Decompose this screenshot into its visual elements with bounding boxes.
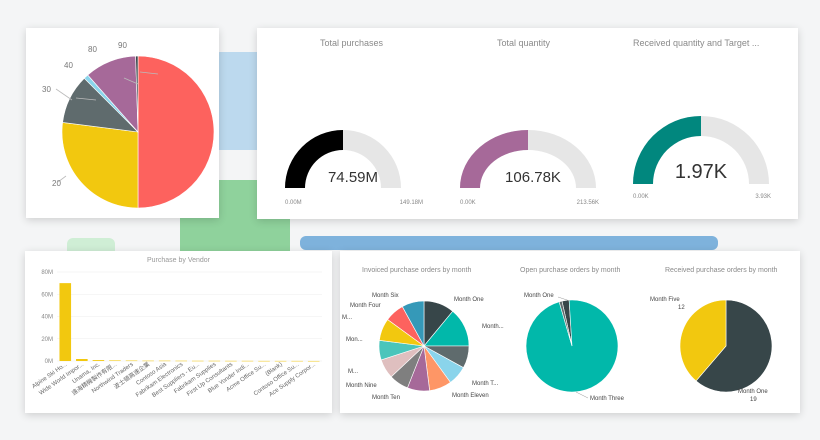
invoiced-label-month-t: Month T... <box>472 381 499 387</box>
vendor-y-tick: 80M <box>41 270 53 276</box>
vendor-bar[interactable] <box>191 360 204 362</box>
invoiced-pie <box>378 300 470 392</box>
gauge-3-min: 0.00K <box>633 194 649 200</box>
received-pie <box>679 299 773 393</box>
vendor-y-tick: 40M <box>41 315 53 321</box>
gauges-card[interactable]: Total purchases Total quantity Received … <box>257 28 798 219</box>
vendor-bar[interactable] <box>307 360 320 362</box>
invoiced-label-month-nine: Month Nine <box>346 383 377 389</box>
pie-label-80: 80 <box>88 45 97 54</box>
pie-top-slice[interactable] <box>137 55 215 209</box>
invoiced-label-month-four: Month Four <box>350 303 381 309</box>
vendor-bar[interactable] <box>142 360 154 362</box>
orders-pies-card[interactable]: Invoiced purchase orders by month Open p… <box>340 251 800 413</box>
received-label-month-one: Month One <box>738 389 768 395</box>
invoiced-pie-title: Invoiced purchase orders by month <box>362 267 472 274</box>
invoiced-label-mon: Mon... <box>346 337 363 343</box>
open-label-month-one: Month One <box>524 293 554 299</box>
pie-chart-top: 90 80 40 30 20 <box>42 41 215 209</box>
gauge-1-fill <box>285 130 343 188</box>
invoiced-label-month-2: Month... <box>482 324 504 330</box>
open-label-month-three: Month Three <box>590 396 625 402</box>
gauge-3-value: 1.97K <box>675 161 728 183</box>
gauge-received-quantity: 1.97K 0.00K 3.93K <box>633 116 771 200</box>
received-label-month-five: Month Five <box>650 297 680 303</box>
invoiced-label-month-eleven: Month Eleven <box>452 393 489 399</box>
vendor-bar[interactable] <box>175 360 188 362</box>
pie-top-slice[interactable] <box>135 55 139 133</box>
received-value-month-one: 19 <box>750 397 757 403</box>
pie-label-90: 90 <box>118 41 127 50</box>
gauge-1-max: 149.18M <box>400 200 423 206</box>
orders-pies-svg: Month One Month... Month T... Month Elev… <box>342 293 773 403</box>
gauge-3-fill <box>633 116 701 184</box>
invoiced-label-m-1: M... <box>348 369 358 375</box>
received-pie-slice[interactable] <box>679 299 727 382</box>
vendor-bar[interactable] <box>241 360 254 362</box>
pie-top-slice[interactable] <box>61 122 139 209</box>
pie-chart-card[interactable]: 90 80 40 30 20 <box>26 28 219 218</box>
gauge-3-max: 3.93K <box>755 194 771 200</box>
gauge-1-title: Total purchases <box>320 38 384 48</box>
vendor-y-tick: 60M <box>41 292 53 298</box>
gauge-1-min: 0.00M <box>285 200 302 206</box>
vendor-bar[interactable] <box>291 360 303 362</box>
open-pie-slice[interactable] <box>558 300 573 347</box>
received-pie-slice[interactable] <box>695 299 773 393</box>
vendor-bar[interactable] <box>208 360 221 362</box>
gauge-2-fill <box>460 130 528 188</box>
vendor-chart-title: Purchase by Vendor <box>146 257 211 264</box>
received-pie-title: Received purchase orders by month <box>665 267 778 274</box>
pie-label-40: 40 <box>64 61 73 70</box>
pie-label-20: 20 <box>52 179 61 188</box>
gauges-svg: 74.59M 0.00M 149.18M 106.78K 0.00K 213.5… <box>285 116 771 206</box>
vendor-bar[interactable] <box>76 359 88 361</box>
vendor-bar[interactable] <box>258 360 270 362</box>
background-tile-blue <box>214 52 264 150</box>
open-pie-title: Open purchase orders by month <box>520 267 621 274</box>
gauge-2-value: 106.78K <box>505 169 561 186</box>
vendor-y-tick: 20M <box>41 337 53 343</box>
vendor-bar[interactable] <box>92 360 105 361</box>
invoiced-pie-slice[interactable] <box>401 300 425 347</box>
vendor-bar-chart-card[interactable]: Purchase by Vendor 0M 20M 40M 60M 80M Alpine … <box>25 251 332 413</box>
gauge-3-title: Received quantity and Target ... <box>633 38 760 48</box>
open-pie <box>525 299 619 393</box>
vendor-bar[interactable] <box>125 360 138 362</box>
vendor-bar[interactable] <box>225 360 237 362</box>
gauge-2-max: 213.56K <box>577 200 599 206</box>
gauge-total-quantity: 106.78K 0.00K 213.56K <box>460 130 599 206</box>
received-pie-labels: Month Five 12 Month One 19 <box>650 297 768 403</box>
gauge-2-title: Total quantity <box>497 38 551 48</box>
invoiced-pie-labels: Month One Month... Month T... Month Elev… <box>342 293 504 401</box>
vendor-y-tick: 0M <box>45 359 53 365</box>
vendor-bar[interactable] <box>59 283 72 362</box>
open-pie-labels: Month One Month Three <box>524 293 625 402</box>
gauge-1-value: 74.59M <box>328 169 378 186</box>
gauge-2-min: 0.00K <box>460 200 476 206</box>
vendor-bar[interactable] <box>274 360 287 362</box>
invoiced-label-month-one: Month One <box>454 297 484 303</box>
invoiced-label-month-ten: Month Ten <box>372 395 400 401</box>
vendor-bar[interactable] <box>109 360 121 361</box>
background-bar-blue <box>300 236 718 250</box>
invoiced-label-month-six: Month Six <box>372 293 399 299</box>
invoiced-label-m-2: M... <box>342 315 352 321</box>
vendor-bar[interactable] <box>158 360 171 362</box>
gauge-total-purchases: 74.59M 0.00M 149.18M <box>285 130 423 206</box>
pie-label-30: 30 <box>42 85 51 94</box>
received-value-month-five: 12 <box>678 305 685 311</box>
